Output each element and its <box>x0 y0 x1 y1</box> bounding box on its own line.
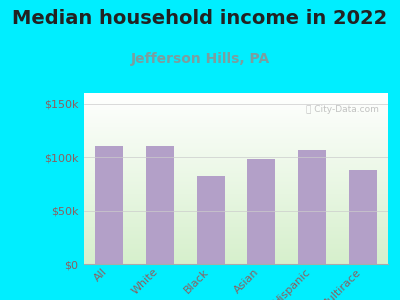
Bar <box>298 150 326 264</box>
Bar <box>146 146 174 264</box>
Bar <box>197 176 225 264</box>
Bar <box>349 170 376 264</box>
Bar <box>95 146 123 264</box>
Text: Jefferson Hills, PA: Jefferson Hills, PA <box>130 52 270 67</box>
Bar <box>247 159 275 264</box>
Text: Median household income in 2022: Median household income in 2022 <box>12 9 388 28</box>
Text: ⓘ City-Data.com: ⓘ City-Data.com <box>306 105 379 114</box>
